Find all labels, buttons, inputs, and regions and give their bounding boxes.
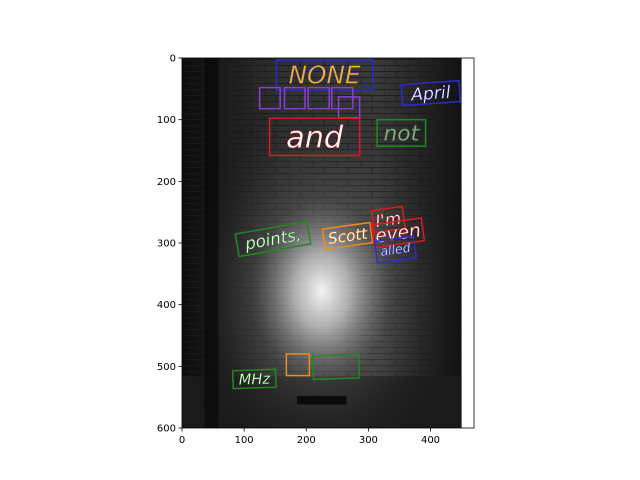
x-tick-label: 100 <box>235 435 254 446</box>
annotation-text: I'm <box>374 209 402 231</box>
annotation-box <box>370 205 407 234</box>
annotation-box <box>268 117 361 157</box>
annotation-text: NONE <box>288 61 361 90</box>
annotation-box <box>376 118 427 147</box>
annotation-box <box>231 368 277 390</box>
annotation-text: alled <box>379 240 411 259</box>
word-annotation-15 <box>311 353 361 381</box>
x-tick-label: 300 <box>359 435 378 446</box>
annotation-box <box>258 86 281 110</box>
word-annotation-2 <box>283 86 306 110</box>
annotation-box <box>285 353 311 377</box>
spotlight-glow <box>182 58 462 428</box>
word-annotation-14 <box>285 353 311 377</box>
word-annotation-13: alled <box>373 235 418 264</box>
word-annotation-6: April <box>400 79 462 107</box>
pipe-shadow <box>204 58 219 428</box>
annotation-box <box>234 220 312 258</box>
y-tick-label: 600 <box>157 424 176 435</box>
spotlight-fixture <box>296 395 347 405</box>
annotation-text: and <box>286 121 344 156</box>
annotation-box <box>311 353 361 381</box>
annotation-box <box>373 235 418 264</box>
annotation-box <box>321 221 374 251</box>
word-annotation-16: MHz <box>231 368 277 390</box>
photo-background <box>182 58 462 428</box>
x-tick-label: 400 <box>421 435 440 446</box>
word-annotation-3 <box>307 86 330 110</box>
y-tick-label: 0 <box>170 54 176 65</box>
y-tick-label: 100 <box>157 115 176 126</box>
word-annotation-10: Scott <box>321 221 374 251</box>
y-tick-label: 200 <box>157 177 176 188</box>
annotation-box <box>307 86 330 110</box>
word-annotation-0: NONE <box>275 59 374 91</box>
annotation-box <box>400 79 462 107</box>
y-tick-label: 400 <box>157 300 176 311</box>
annotation-box <box>283 86 306 110</box>
annotation-box <box>370 217 426 249</box>
annotation-box <box>330 86 354 110</box>
annotation-text: not <box>384 122 421 147</box>
x-tick-label: 200 <box>297 435 316 446</box>
annotation-text: April <box>410 83 452 106</box>
word-annotation-1 <box>258 86 281 110</box>
annotation-text: MHz <box>238 371 270 389</box>
x-tick-label: 0 <box>179 435 185 446</box>
annotation-box <box>275 59 374 91</box>
annotation-text: Scott <box>327 224 370 247</box>
word-annotation-11: I'm <box>370 205 407 234</box>
word-annotation-7: and <box>268 117 361 157</box>
axes: 0 100 200 300 400 0 100 200 300 400 500 600 <box>157 54 475 446</box>
y-tick-label: 300 <box>157 239 176 250</box>
word-annotation-4 <box>330 86 354 110</box>
y-tick-label: 500 <box>157 362 176 373</box>
word-annotation-8: not <box>376 118 427 147</box>
